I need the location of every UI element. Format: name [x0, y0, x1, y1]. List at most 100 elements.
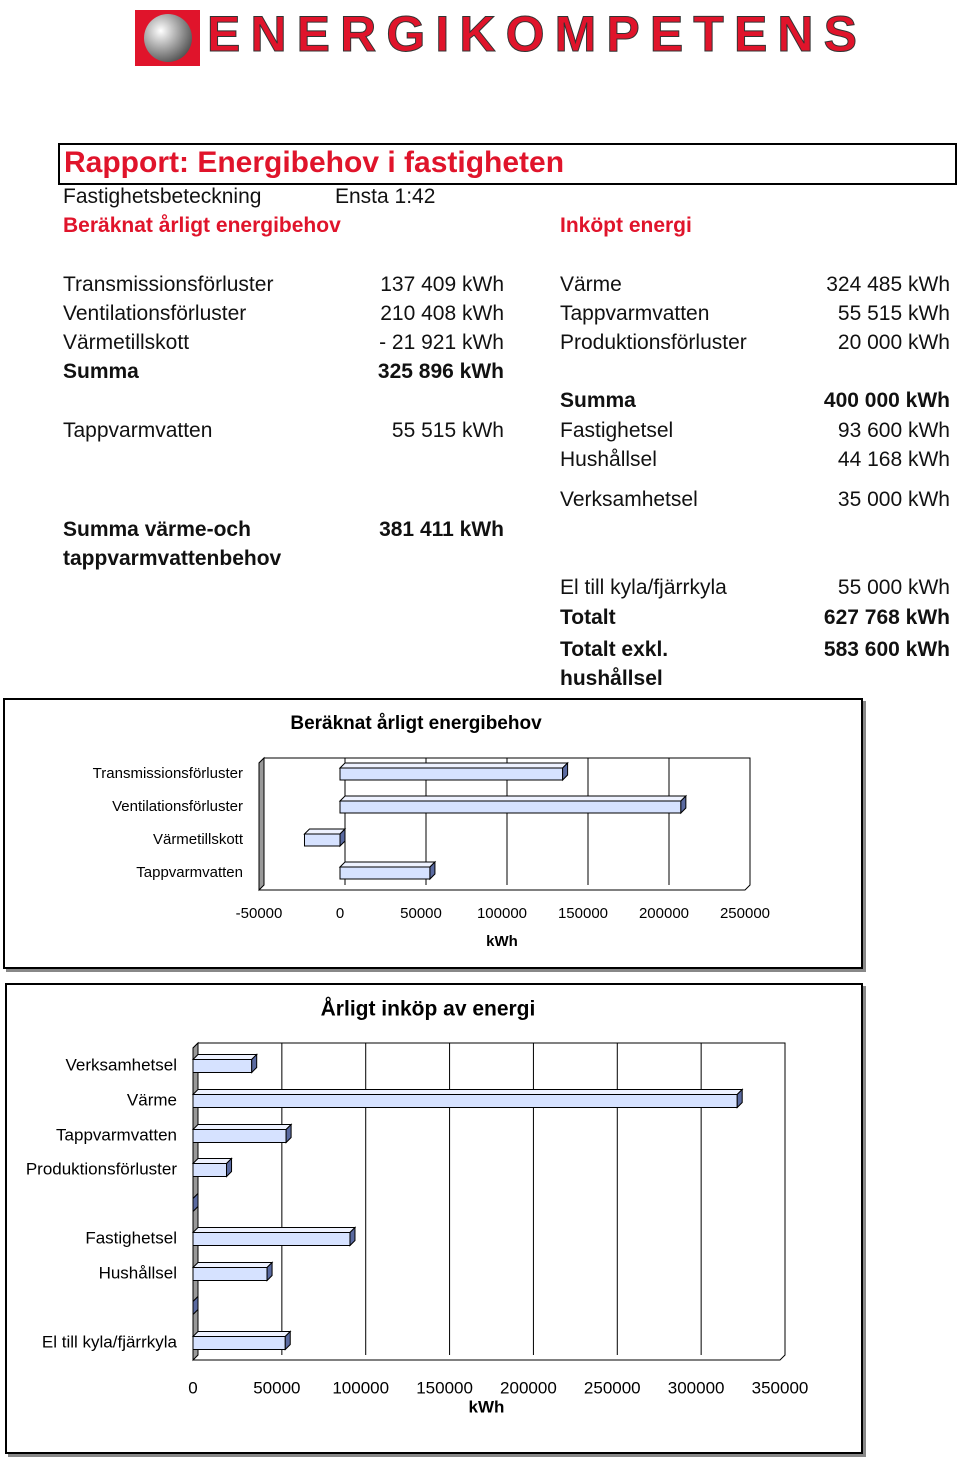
bar-side: [339, 827, 346, 848]
bar-front: [192, 1336, 286, 1350]
bar-front: [303, 833, 341, 847]
bar-side: [266, 1261, 273, 1282]
row-label: Värme: [560, 273, 622, 296]
x-tick-label: 0: [336, 905, 344, 922]
row-label: Summa: [63, 360, 139, 383]
bar-side: [562, 761, 569, 782]
bar: [192, 1295, 199, 1316]
row-label: Verksamhetsel: [560, 488, 698, 511]
bar-side: [429, 860, 436, 881]
bar-front: [192, 1094, 738, 1108]
bar-top: [303, 828, 347, 835]
x-tick-label: 350000: [752, 1378, 809, 1397]
bar-front: [192, 1059, 253, 1073]
x-tick-label: -50000: [236, 905, 283, 922]
row-label: Summa värme-och tappvarmvattenbehov: [63, 518, 282, 570]
property-value: Ensta 1:42: [335, 185, 436, 208]
bar-front: [192, 1129, 287, 1143]
row-value: 325 896 kWh: [377, 360, 504, 383]
bar: [191, 1053, 258, 1074]
row-label: Hushållsel: [560, 448, 657, 471]
bar: [192, 1192, 199, 1213]
bar-side: [226, 1157, 233, 1178]
y-tick-label: Verksamhetsel: [66, 1055, 178, 1074]
row-value: 381 411 kWh: [379, 518, 504, 541]
x-tick-label: 200000: [639, 905, 689, 922]
bar-top: [191, 1158, 233, 1164]
bar-top: [338, 762, 569, 769]
y-tick-label: Värmetillskott: [153, 831, 244, 848]
logo: ENERGIKOMPETENS: [135, 6, 858, 66]
bar-top: [191, 1124, 293, 1130]
bar: [191, 1226, 357, 1247]
row-label: El till kyla/fjärrkyla: [560, 576, 727, 599]
section-heading: Beräknat årligt energibehov: [63, 214, 341, 237]
bar-top: [338, 795, 688, 802]
bar: [191, 1157, 233, 1178]
x-tick-label: 150000: [416, 1378, 473, 1397]
y-tick-label: Värme: [127, 1090, 177, 1109]
logo-text: ENERGIKOMPETENS: [207, 6, 857, 62]
bar-side: [284, 1330, 291, 1351]
report-title: Rapport: Energibehov i fastigheten: [64, 146, 565, 179]
bar-side: [192, 1192, 199, 1213]
bar-top: [191, 1262, 274, 1268]
row-value: 627 768 kWh: [823, 606, 950, 629]
row-label: Tappvarmvatten: [560, 302, 710, 325]
row-value: 55 000 kWh: [837, 576, 950, 599]
x-axis-label: kWh: [486, 933, 518, 950]
row-value: 93 600 kWh: [837, 419, 950, 442]
bar-top: [191, 1089, 744, 1095]
bar: [338, 794, 688, 815]
y-tick-label: Tappvarmvatten: [136, 864, 243, 881]
bar-side: [349, 1226, 356, 1247]
row-value: 35 000 kWh: [837, 488, 950, 511]
x-tick-label: 250000: [584, 1378, 641, 1397]
bar-side: [736, 1088, 743, 1109]
y-tick-label: Fastighetsel: [85, 1228, 177, 1247]
row-value: - 21 921 kWh: [379, 331, 504, 354]
row-label: Fastighetsel: [560, 419, 674, 442]
bar-front: [192, 1163, 228, 1177]
y-tick-label: Tappvarmvatten: [56, 1125, 177, 1144]
row-value: 55 515 kWh: [391, 419, 504, 442]
bar: [303, 827, 347, 848]
row-value: 44 168 kWh: [837, 448, 950, 471]
bar: [338, 860, 437, 881]
bar-front: [339, 767, 564, 781]
y-tick-label: Produktionsförluster: [26, 1159, 178, 1178]
bar: [191, 1261, 274, 1282]
property-label: Fastighetsbeteckning: [63, 185, 262, 208]
bar-top: [191, 1054, 258, 1060]
chart-title: Beräknat årligt energibehov: [290, 713, 542, 734]
y-tick-label: Ventilationsförluster: [112, 798, 243, 815]
row-label: Totalt exkl. hushållsel: [560, 638, 669, 690]
bar-side: [251, 1053, 258, 1074]
row-value: 137 409 kWh: [380, 273, 504, 296]
bar-top: [191, 1227, 357, 1233]
y-tick-label: Hushållsel: [99, 1263, 177, 1282]
bar: [191, 1330, 292, 1351]
bar-top: [338, 861, 437, 868]
row-value: 583 600 kWh: [823, 638, 950, 661]
x-tick-label: 300000: [668, 1378, 725, 1397]
y-tick-label: Transmissionsförluster: [93, 765, 243, 782]
bar-side: [285, 1123, 292, 1144]
row-label: Summa: [560, 389, 636, 412]
row-value: 324 485 kWh: [826, 273, 950, 296]
x-tick-label: 200000: [500, 1378, 557, 1397]
bar-front: [339, 800, 682, 814]
x-tick-label: 150000: [558, 905, 608, 922]
bar-top: [191, 1331, 292, 1337]
bar-front: [339, 866, 431, 880]
x-tick-label: 0: [188, 1378, 197, 1397]
plot-side: [258, 756, 265, 892]
row-value: 20 000 kWh: [837, 331, 950, 354]
row-label: Värmetillskott: [63, 331, 190, 354]
chart-title: Årligt inköp av energi: [321, 997, 536, 1021]
x-tick-label: 50000: [400, 905, 442, 922]
bar: [191, 1088, 744, 1109]
x-tick-label: 100000: [332, 1378, 389, 1397]
x-tick-label: 50000: [253, 1378, 300, 1397]
row-value: 210 408 kWh: [380, 302, 504, 325]
